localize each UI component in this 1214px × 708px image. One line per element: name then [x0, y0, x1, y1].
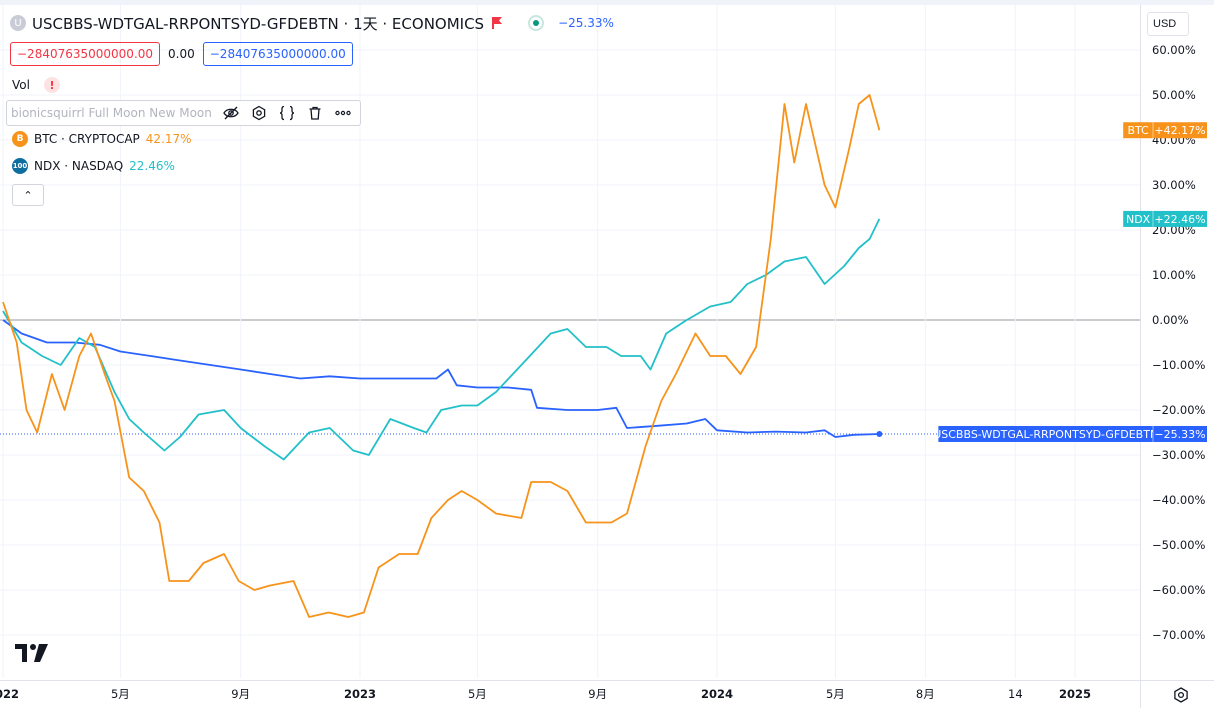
nasdaq-100-icon: 100	[12, 158, 28, 174]
btc-legend-value: 42.17%	[145, 132, 192, 146]
x-tick-label: 14	[1008, 687, 1023, 701]
value-row: −28407635000000.00 0.00 −28407635000000.…	[10, 42, 353, 66]
btc-series-line[interactable]	[2, 94, 881, 618]
gear-icon[interactable]	[250, 104, 268, 122]
sell-value-box[interactable]: −28407635000000.00	[10, 42, 161, 66]
x-tick-label: 2023	[344, 687, 376, 701]
ndx-legend-label: NDX · NASDAQ	[34, 159, 124, 173]
y-tick-label: 30.00%	[1152, 178, 1196, 192]
buy-value-box[interactable]: −28407635000000.00	[202, 42, 353, 66]
btc-legend[interactable]: B BTC · CRYPTOCAP 42.17%	[12, 131, 192, 147]
volume-legend[interactable]: Vol !	[12, 77, 60, 93]
warning-icon[interactable]: !	[43, 77, 60, 93]
y-tick-label: −60.00%	[1152, 583, 1206, 597]
y-tick-label: −10.00%	[1152, 358, 1206, 372]
bitcoin-icon: B	[12, 131, 28, 147]
flag-icon[interactable]	[490, 16, 504, 30]
y-tick-label: −70.00%	[1152, 628, 1206, 642]
last-value-badges: USCBBS-WDTGAL-RRPONTSYD-GFDEBTN−25.33% ND…	[933, 122, 1207, 442]
x-tick-label: 2024	[701, 687, 733, 701]
symbol-change: −25.33%	[558, 16, 614, 30]
collapse-legend-button[interactable]: ⌃	[12, 184, 44, 206]
indicator-legend[interactable]: bionicsquirrl Full Moon New Moon	[6, 100, 361, 126]
symbol-header: U USCBBS-WDTGAL-RRPONTSYD-GFDEBTN · 1天 ·…	[10, 12, 614, 34]
time-axis[interactable]: 2022 5月 9月 2023 5月 9月 2024 5月 8月 14 2025	[0, 687, 1091, 701]
btc-badge-value-bg	[1153, 122, 1207, 139]
market-status-icon[interactable]	[528, 15, 545, 31]
y-tick-label: 60.00%	[1152, 43, 1196, 57]
more-icon[interactable]	[334, 104, 352, 122]
main-series-line[interactable]	[2, 319, 880, 438]
x-tick-label: 9月	[231, 687, 250, 701]
main-badge-value: −25.33%	[1154, 428, 1205, 441]
y-tick-label: −40.00%	[1152, 493, 1206, 507]
ndx-badge-value: +22.46%	[1154, 213, 1205, 226]
ndx-legend[interactable]: 100 NDX · NASDAQ 22.46%	[12, 158, 175, 174]
btc-legend-label: BTC · CRYPTOCAP	[34, 132, 140, 146]
chart-series	[0, 94, 1140, 618]
y-tick-label: −20.00%	[1152, 403, 1206, 417]
trash-icon[interactable]	[306, 104, 324, 122]
x-tick-label: 5月	[111, 687, 130, 701]
top-toolbar-strip	[0, 0, 1214, 5]
currency-selector[interactable]: USD	[1147, 12, 1189, 36]
ndx-series-line[interactable]	[2, 218, 881, 461]
volume-label: Vol	[12, 78, 30, 92]
main-badge-name-bg	[938, 425, 1153, 442]
x-tick-label: 5月	[826, 687, 845, 701]
main-badge-name: USCBBS-WDTGAL-RRPONTSYD-GFDEBTN	[933, 428, 1158, 441]
price-axis[interactable]: 60.00%50.00%40.00%30.00%20.00%10.00%0.00…	[1152, 43, 1206, 642]
chevron-up-icon: ⌃	[23, 188, 33, 202]
main-badge-value-bg	[1153, 425, 1207, 442]
x-tick-label: 9月	[588, 687, 607, 701]
tradingview-logo[interactable]	[14, 642, 50, 664]
x-tick-label: 2022	[0, 687, 19, 701]
y-tick-label: −30.00%	[1152, 448, 1206, 462]
y-tick-label: 50.00%	[1152, 88, 1196, 102]
x-tick-label: 5月	[468, 687, 487, 701]
btc-badge-value: +42.17%	[1154, 124, 1205, 137]
x-tick-label: 8月	[916, 687, 935, 701]
symbol-title[interactable]: USCBBS-WDTGAL-RRPONTSYD-GFDEBTN · 1天 · E…	[32, 14, 485, 33]
y-tick-label: −50.00%	[1152, 538, 1206, 552]
spread-value: 0.00	[168, 47, 195, 61]
x-tick-label: 2025	[1059, 687, 1091, 701]
btc-badge-name-bg	[1123, 122, 1153, 139]
ndx-badge-value-bg	[1153, 210, 1207, 227]
y-tick-label: 10.00%	[1152, 268, 1196, 282]
symbol-logo: U	[10, 15, 26, 31]
indicator-label: bionicsquirrl Full Moon New Moon	[11, 106, 212, 120]
eye-off-icon[interactable]	[222, 104, 240, 122]
ndx-badge-name: NDX	[1126, 213, 1151, 226]
braces-icon[interactable]	[278, 104, 296, 122]
ndx-legend-value: 22.46%	[129, 159, 175, 173]
ndx-badge-name-bg	[1123, 210, 1153, 227]
main-last-point	[876, 430, 883, 437]
settings-icon[interactable]	[1172, 686, 1190, 704]
y-tick-label: 0.00%	[1152, 313, 1189, 327]
btc-badge-name: BTC	[1127, 124, 1149, 137]
